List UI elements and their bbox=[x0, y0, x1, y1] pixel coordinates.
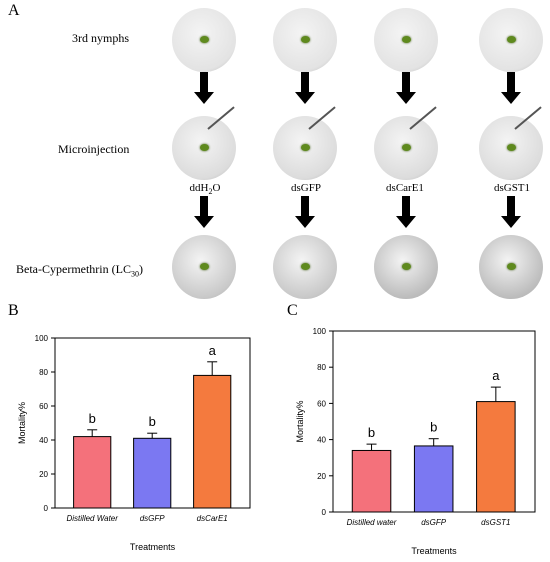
y-tick-label: 80 bbox=[39, 368, 48, 377]
category-label: dsGFP bbox=[140, 514, 166, 523]
category-label: dsCarE1 bbox=[197, 514, 228, 523]
injection-needle bbox=[207, 106, 235, 130]
x-axis-label: Treatments bbox=[411, 546, 457, 556]
y-tick-label: 60 bbox=[39, 402, 48, 411]
significance-letter: a bbox=[209, 343, 217, 358]
chart-b-mortality: 0 20 40 60 80 100 b Distilled Water b dsGFP a dsCar… bbox=[17, 334, 251, 552]
down-arrow-icon bbox=[194, 196, 214, 228]
y-tick-label: 20 bbox=[317, 472, 326, 481]
down-arrow-icon bbox=[396, 196, 416, 228]
category-label: Distilled water bbox=[347, 518, 397, 527]
down-arrow-icon bbox=[396, 72, 416, 104]
down-arrow-icon bbox=[194, 72, 214, 104]
y-axis-label: Mortality% bbox=[17, 402, 27, 444]
petri-dish-photo bbox=[273, 106, 337, 180]
nymph-specimen bbox=[301, 144, 310, 151]
petri-dish-photo bbox=[374, 8, 438, 72]
petri-dish-photo bbox=[172, 235, 236, 299]
nymph-specimen bbox=[402, 263, 411, 270]
down-arrow-icon bbox=[501, 196, 521, 228]
petri-dish-photo bbox=[374, 235, 438, 299]
nymph-specimen bbox=[301, 263, 310, 270]
y-tick-label: 0 bbox=[44, 504, 49, 513]
y-tick-label: 100 bbox=[35, 334, 49, 343]
injection-needle bbox=[308, 106, 336, 130]
petri-dish-photo bbox=[479, 106, 543, 180]
y-tick-label: 100 bbox=[313, 327, 327, 336]
nymph-specimen bbox=[507, 144, 516, 151]
injection-needle bbox=[514, 106, 542, 130]
petri-dish-photo bbox=[374, 106, 438, 180]
significance-letter: b bbox=[368, 425, 375, 440]
nymph-specimen bbox=[507, 36, 516, 43]
y-tick-label: 40 bbox=[39, 436, 48, 445]
significance-letter: a bbox=[492, 368, 500, 383]
y-tick-label: 60 bbox=[317, 399, 326, 408]
significance-letter: b bbox=[430, 420, 437, 435]
chart-c-mortality: 0 20 40 60 80 100 b Distilled water b dsGFP a dsGST… bbox=[295, 327, 536, 556]
y-tick-label: 40 bbox=[317, 436, 326, 445]
bar bbox=[413, 445, 454, 513]
nymph-specimen bbox=[301, 36, 310, 43]
nymph-specimen bbox=[507, 263, 516, 270]
down-arrow-icon bbox=[295, 72, 315, 104]
bar bbox=[133, 437, 172, 509]
nymph-specimen bbox=[200, 144, 209, 151]
bar bbox=[351, 449, 392, 513]
petri-dish-photo bbox=[479, 235, 543, 299]
nymph-specimen bbox=[200, 263, 209, 270]
bar bbox=[476, 401, 516, 513]
nymph-specimen bbox=[402, 36, 411, 43]
row-label-nymphs: 3rd nymphs bbox=[72, 31, 129, 45]
treatment-label-ddh2o: ddH2O bbox=[189, 182, 221, 197]
petri-dish-photo bbox=[273, 235, 337, 299]
petri-dish-photo bbox=[172, 8, 236, 72]
injection-needle bbox=[409, 106, 437, 130]
treatment-label-dsgst1: dsGST1 bbox=[493, 182, 531, 194]
panel-a-letter: A bbox=[8, 2, 20, 19]
significance-letter: b bbox=[89, 411, 96, 426]
treatment-label-dsgfp: dsGFP bbox=[291, 182, 321, 194]
x-axis-label: Treatments bbox=[130, 542, 176, 552]
nymph-specimen bbox=[402, 144, 411, 151]
y-tick-label: 20 bbox=[39, 470, 48, 479]
panel-b-letter: B bbox=[8, 302, 19, 319]
category-label: dsGST1 bbox=[481, 518, 510, 527]
petri-dish-photo bbox=[172, 106, 236, 180]
y-tick-label: 80 bbox=[317, 363, 326, 372]
y-axis-label: Mortality% bbox=[295, 400, 305, 442]
treatment-label-dscare1: dsCarE1 bbox=[386, 182, 424, 194]
y-tick-label: 0 bbox=[322, 508, 327, 517]
petri-dish-photo bbox=[479, 8, 543, 72]
down-arrow-icon bbox=[295, 196, 315, 228]
row-label-beta-cypermethrin: Beta-Cypermethrin (LC30) bbox=[16, 262, 143, 279]
significance-letter: b bbox=[149, 414, 156, 429]
row-label-microinjection: Microinjection bbox=[58, 142, 130, 156]
down-arrow-icon bbox=[501, 72, 521, 104]
bar bbox=[193, 374, 232, 509]
nymph-specimen bbox=[200, 36, 209, 43]
petri-dish-photo bbox=[273, 8, 337, 72]
bar bbox=[73, 436, 112, 509]
category-label: dsGFP bbox=[421, 518, 447, 527]
panel-c-letter: C bbox=[287, 302, 298, 319]
category-label: Distilled Water bbox=[66, 514, 118, 523]
